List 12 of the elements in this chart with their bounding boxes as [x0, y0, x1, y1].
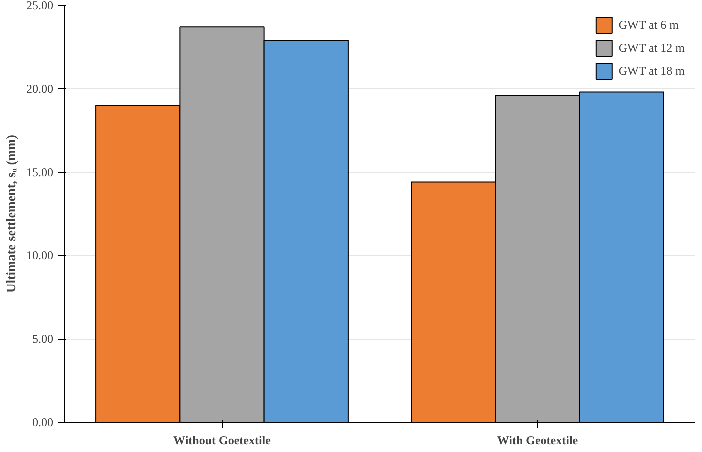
y-tick-label: 15.00	[26, 165, 54, 180]
y-tick-label: 20.00	[26, 82, 54, 96]
x-tick-label: Without Goetextile	[174, 434, 272, 448]
legend-label: GWT at 6 m	[618, 18, 679, 32]
y-axis-title: Ultimate settlement, sᵤ (mm)	[4, 135, 18, 293]
y-tick-label: 10.00	[26, 248, 54, 263]
x-tick-label: With Geotextile	[497, 434, 579, 448]
y-tick-label: 0.00	[32, 416, 54, 430]
legend-label: GWT at 18 m	[618, 64, 685, 78]
y-tick-label: 5.00	[32, 332, 54, 346]
legend-label: GWT at 12 m	[618, 40, 685, 56]
y-tick-label: 25.00	[26, 0, 54, 12]
